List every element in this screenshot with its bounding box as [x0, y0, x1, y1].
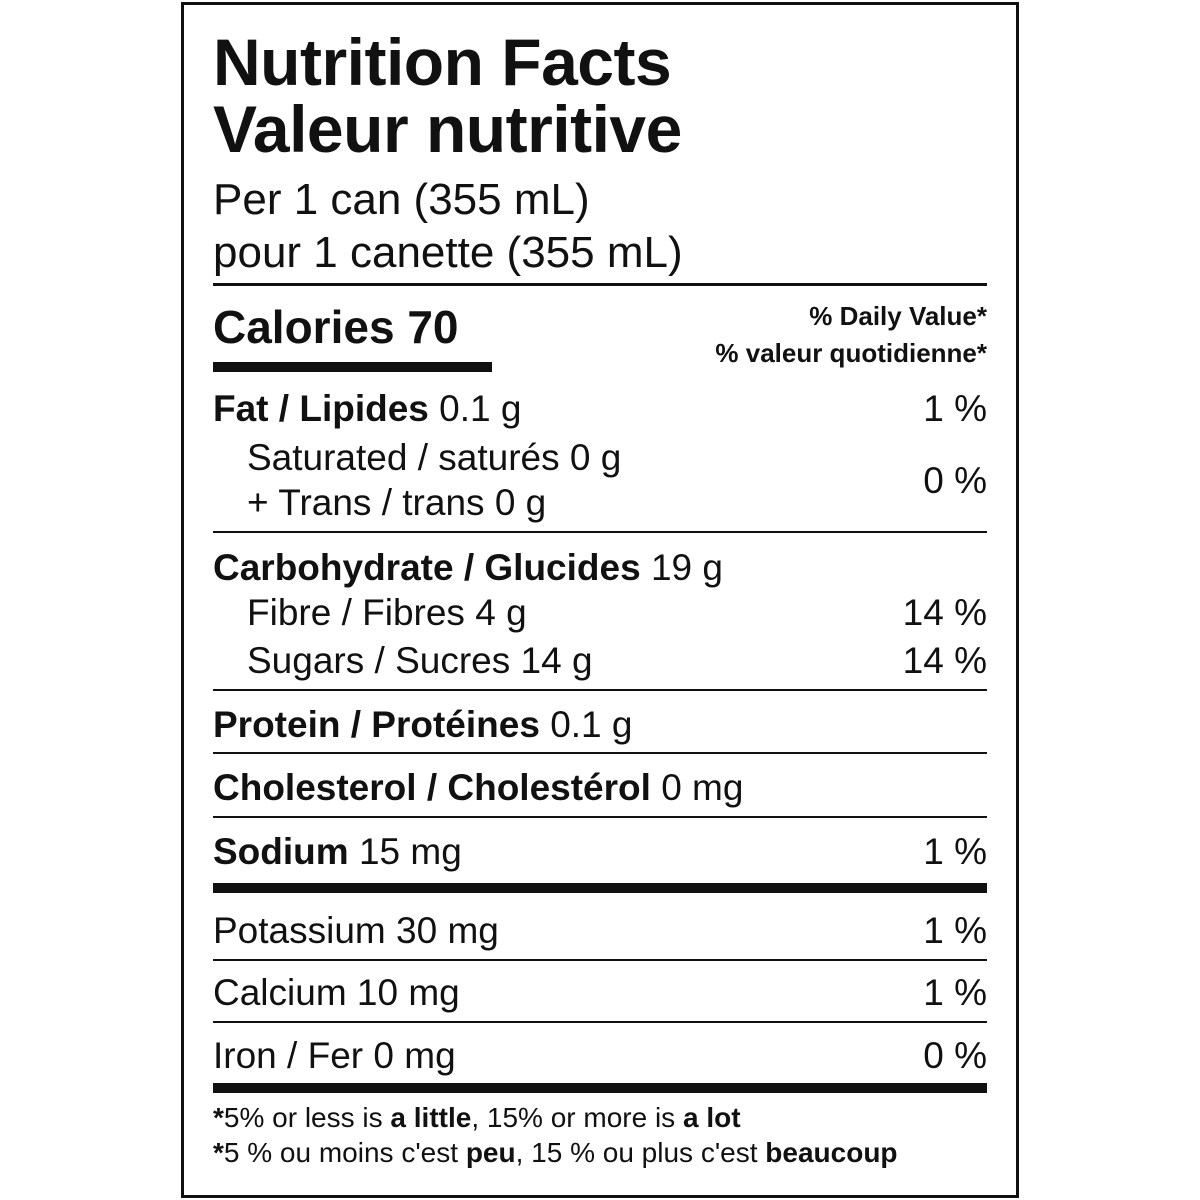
nutrient-amount: 10 mg	[356, 972, 460, 1013]
nutrient-dv-calcium: 1 %	[923, 972, 987, 1013]
nutrient-label: Cholesterol / Cholestérol	[213, 767, 651, 808]
footnote-bold: a lot	[682, 1102, 741, 1133]
nutrient-dv-iron: 0 %	[923, 1035, 987, 1076]
footnote-english: *5% or less is a little, 15% or more is …	[213, 1104, 741, 1132]
divider	[213, 752, 987, 754]
nutrient-row-trans: + Trans / trans 0 g	[247, 484, 546, 521]
title-french: Valeur nutritive	[213, 92, 682, 166]
nutrient-amount: 0 g	[569, 437, 622, 478]
divider	[213, 531, 987, 533]
nutrient-row-calcium: Calcium 10 mg	[213, 974, 460, 1011]
nutrient-amount: 0 mg	[661, 767, 744, 808]
nutrient-label: Sodium	[213, 831, 349, 872]
calories-label: Calories	[213, 301, 395, 353]
divider	[213, 1021, 987, 1023]
nutrient-label: Fibre / Fibres	[247, 592, 465, 633]
nutrient-row-carbohydrate: Carbohydrate / Glucides 19 g	[213, 549, 723, 586]
daily-value-header-english: % Daily Value*	[809, 301, 987, 331]
nutrient-label: Protein / Protéines	[213, 704, 540, 745]
nutrient-amount: 15 mg	[358, 831, 462, 872]
nutrient-dv-fat: 1 %	[923, 388, 987, 429]
nutrient-amount: 0.1 g	[550, 704, 633, 745]
nutrient-dv-sugars: 14 %	[902, 640, 987, 681]
nutrient-row-iron: Iron / Fer 0 mg	[213, 1037, 456, 1074]
nutrient-amount: 0 mg	[373, 1035, 456, 1076]
nutrient-amount: 19 g	[650, 547, 723, 588]
nutrient-row-protein: Protein / Protéines 0.1 g	[213, 706, 633, 743]
nutrient-amount: 0 g	[494, 482, 547, 523]
divider	[213, 283, 987, 286]
nutrient-label: Sugars / Sucres	[247, 640, 511, 681]
footnote-text: , 15% or more is	[471, 1102, 683, 1133]
nutrient-label: Potassium	[213, 910, 386, 951]
nutrient-row-sugars: Sugars / Sucres 14 g	[247, 642, 593, 679]
nutrient-amount: 30 mg	[396, 910, 499, 951]
divider	[213, 689, 987, 691]
nutrient-label: Calcium	[213, 972, 347, 1013]
nutrient-row-cholesterol: Cholesterol / Cholestérol 0 mg	[213, 769, 743, 806]
nutrient-label: + Trans / trans	[247, 482, 485, 523]
nutrient-row-fat: Fat / Lipides 0.1 g	[213, 390, 521, 427]
footnote-text: , 15 % ou plus c'est	[515, 1137, 766, 1168]
footnote-french: *5 % ou moins c'est peu, 15 % ou plus c'…	[213, 1139, 898, 1167]
daily-value-header-french: % valeur quotidienne*	[715, 338, 987, 368]
calories-bar	[213, 362, 492, 372]
nutrient-label: Fat / Lipides	[213, 388, 429, 429]
serving-size-english: Per 1 can (355 mL)	[213, 175, 590, 224]
serving-size-french: pour 1 canette (355 mL)	[213, 228, 683, 277]
calories: Calories 70	[213, 304, 458, 350]
thick-divider	[213, 883, 987, 893]
nutrient-row-fibre: Fibre / Fibres 4 g	[247, 594, 527, 631]
footnote-bold: peu	[465, 1137, 516, 1168]
thick-divider	[213, 1083, 987, 1093]
nutrient-label: Saturated / saturés	[247, 437, 560, 478]
footnote-asterisk: *	[213, 1137, 224, 1168]
nutrient-row-potassium: Potassium 30 mg	[213, 912, 499, 949]
nutrient-amount: 14 g	[520, 640, 593, 681]
calories-value: 70	[407, 301, 459, 353]
nutrient-label: Carbohydrate / Glucides	[213, 547, 641, 588]
divider	[213, 959, 987, 961]
divider	[213, 816, 987, 818]
nutrient-row-sodium: Sodium 15 mg	[213, 833, 462, 870]
nutrient-dv-sodium: 1 %	[923, 831, 987, 872]
nutrient-dv-potassium: 1 %	[923, 910, 987, 951]
title-english: Nutrition Facts	[213, 25, 672, 99]
nutrient-row-saturated: Saturated / saturés 0 g	[247, 439, 621, 476]
footnote-text: 5% or less is	[223, 1102, 391, 1133]
nutrient-amount: 0.1 g	[439, 388, 522, 429]
nutrient-dv-fibre: 14 %	[902, 592, 987, 633]
nutrient-label: Iron / Fer	[213, 1035, 364, 1076]
label-border	[181, 2, 1019, 1198]
nutrient-dv-saturated-trans: 0 %	[923, 460, 987, 501]
footnote-bold: beaucoup	[765, 1137, 898, 1168]
footnote-asterisk: *	[213, 1102, 224, 1133]
footnote-text: 5 % ou moins c'est	[223, 1137, 466, 1168]
footnote-bold: a little	[390, 1102, 472, 1133]
nutrient-amount: 4 g	[475, 592, 527, 633]
